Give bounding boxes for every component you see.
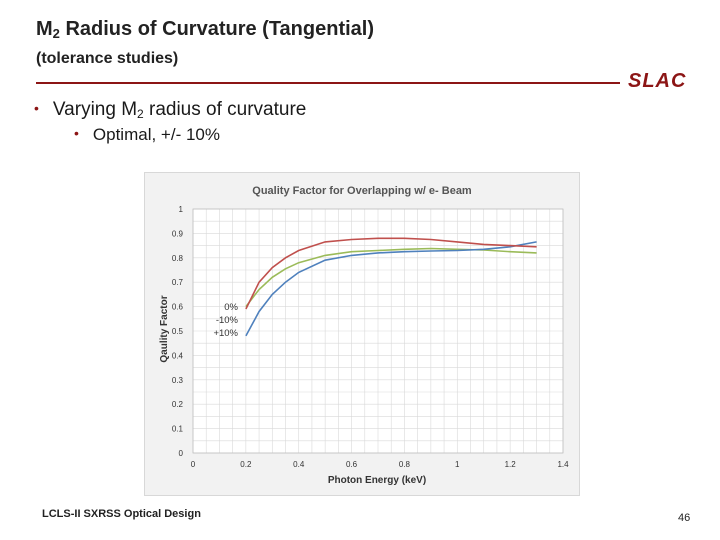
y-tick-label: 0.2 [172,400,184,409]
y-tick-label: 0.3 [172,376,184,385]
bullet-optimal: • Optimal, +/- 10% [74,125,220,144]
axis-tick-labels: 0 0.2 0.4 0.6 0.8 1 1.2 1.4 0 0.1 0.2 0.3 0.4 0.5 0.6 0… [172,205,569,469]
x-tick-label: 1.2 [505,460,517,469]
x-tick-label: 0.2 [240,460,252,469]
bullet-dot-icon: • [74,125,79,141]
bullet-varying-radius: • Varying M2 radius of curvature [34,99,307,121]
chart-legend: 0% -10% +10% [213,302,238,339]
y-tick-label: 0.4 [172,351,184,360]
chart-series [245,237,537,337]
x-tick-label: 0.6 [346,460,358,469]
legend-entry: 0% [224,302,238,313]
header-divider [36,82,620,84]
y-axis-label: Qaulity Factor [159,295,170,362]
chart-title: Quality Factor for Overlapping w/ e- Bea… [252,185,472,197]
series-line [245,241,537,337]
footer-text: LCLS-II SXRSS Optical Design [42,508,201,520]
x-tick-label: 0.4 [293,460,305,469]
slac-logo: SLAC [628,70,687,92]
y-tick-label: 1 [179,205,184,214]
plot-border [192,208,564,454]
y-tick-label: 0.9 [172,229,184,238]
series-line [245,237,537,310]
x-tick-label: 1 [455,460,460,469]
chart-grid [192,208,564,454]
y-tick-label: 0.7 [172,278,184,287]
slide-subtitle: (tolerance studies) [36,50,179,67]
y-tick-label: 0.6 [172,303,184,312]
x-axis-label: Photon Energy (keV) [328,475,426,486]
legend-entry: +10% [213,328,238,339]
chart-svg: Quality Factor for Overlapping w/ e- Bea… [159,185,569,486]
y-tick-label: 0.5 [172,327,184,336]
x-tick-label: 0.8 [399,460,411,469]
quality-factor-chart: Quality Factor for Overlapping w/ e- Bea… [144,172,580,496]
y-tick-label: 0 [179,449,184,458]
bullet-dot-icon: • [34,100,39,116]
x-tick-label: 1.4 [557,460,569,469]
page-number: 46 [678,512,691,524]
y-tick-label: 0.1 [172,425,184,434]
x-tick-label: 0 [191,460,196,469]
y-tick-label: 0.8 [172,254,184,263]
slide-title: M2 Radius of Curvature (Tangential) [36,18,375,41]
legend-entry: -10% [216,315,239,326]
